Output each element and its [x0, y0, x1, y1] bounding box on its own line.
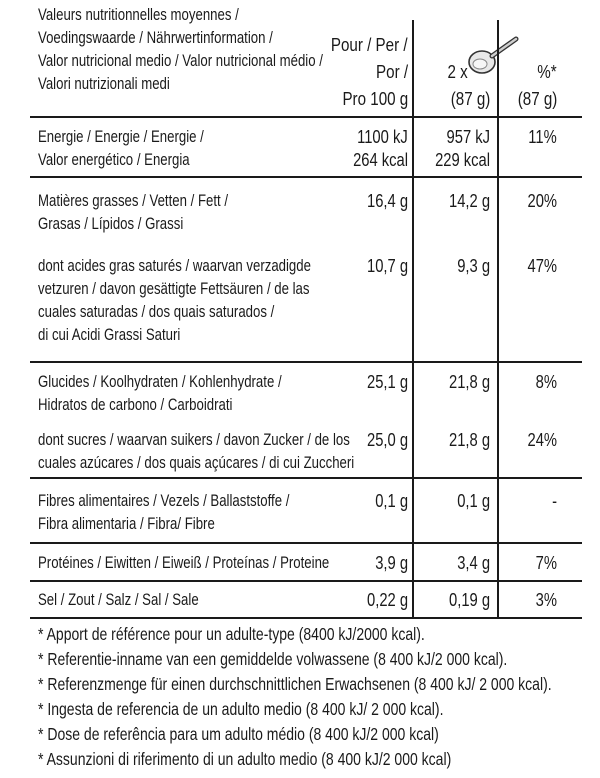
per100-value: 16,4 g — [366, 191, 408, 211]
row-divider — [30, 580, 582, 582]
header-line: Valori nutrizionali medi — [38, 75, 170, 93]
header-line: Valeurs nutritionnelles moyennes / — [38, 6, 239, 24]
row-label-line: di cui Acidi Grassi Saturi — [38, 326, 181, 344]
row-label: Protéines / Eiwitten / Eiweiß / Proteína… — [38, 552, 329, 575]
per100-header-line: Pour / Per / — [331, 34, 408, 55]
row-label-line: Hidratos de carbono / Carboidrati — [38, 396, 233, 414]
pct-value: 20% — [527, 191, 557, 211]
row-divider — [30, 361, 582, 363]
per100-value: 25,1 g — [366, 372, 408, 392]
pct-value: 47% — [527, 256, 557, 276]
row-label-line: dont acides gras saturés / waarvan verza… — [38, 257, 311, 275]
header-title: Valeurs nutritionnelles moyennes / Voedi… — [38, 4, 323, 96]
column-divider — [412, 20, 414, 617]
per100-header-line: Por / — [375, 61, 408, 82]
row-label-line: Sel / Zout / Salz / Sal / Sale — [38, 591, 199, 609]
row-divider — [30, 542, 582, 544]
row-label-line: Grasas / Lípidos / Grassi — [38, 215, 184, 233]
row-label-line: Protéines / Eiwitten / Eiweiß / Proteína… — [38, 554, 330, 572]
portion-value: 0,1 g — [457, 491, 490, 511]
row-label: dont acides gras saturés / waarvan verza… — [38, 255, 311, 347]
row-label-line: Valor energético / Energia — [38, 151, 190, 169]
per100-value: 3,9 g — [375, 553, 408, 573]
pct-value: 8% — [535, 372, 557, 392]
portion-value: 21,8 g — [448, 372, 490, 392]
row-label-line: cuales azúcares / dos quais açúcares / d… — [38, 454, 355, 472]
row-label-line: Fibres alimentaires / Vezels / Ballastst… — [38, 492, 290, 510]
per100-header-line: Pro 100 g — [342, 88, 408, 109]
row-divider — [30, 617, 582, 619]
pct-value: 24% — [527, 430, 557, 450]
portion-value: 0,19 g — [448, 590, 490, 610]
per100-value: 264 kcal — [353, 150, 408, 170]
portion-prefix: 2 x — [447, 61, 468, 82]
row-label-line: cuales saturadas / dos quais saturados / — [38, 303, 275, 321]
per100-value: 1100 kJ — [357, 127, 408, 147]
per100-value: 0,1 g — [375, 491, 408, 511]
per100-value: 0,22 g — [366, 590, 408, 610]
row-label: Energie / Energie / Energie / Valor ener… — [38, 126, 204, 172]
per100-value: 25,0 g — [366, 430, 408, 450]
footnote: * Dose de referência para um adulto médi… — [38, 724, 439, 744]
row-divider — [30, 477, 582, 479]
row-label: Matières grasses / Vetten / Fett / Grasa… — [38, 190, 228, 236]
row-label-line: Energie / Energie / Energie / — [38, 128, 204, 146]
row-divider — [30, 176, 582, 178]
portion-value: 9,3 g — [457, 256, 490, 276]
portion-value: 229 kcal — [435, 150, 490, 170]
pct-value: 3% — [535, 590, 557, 610]
header-line: Voedingswaarde / Nährwertinformation / — [38, 29, 273, 47]
column-divider — [497, 20, 499, 617]
pct-value: 7% — [535, 553, 557, 573]
portion-amount-header: (87 g) — [450, 88, 490, 109]
row-divider — [30, 116, 582, 118]
per100-value: 10,7 g — [366, 256, 408, 276]
footnote: * Referenzmenge für einen durchschnittli… — [38, 674, 552, 694]
pct-value: 11% — [528, 127, 557, 147]
row-label-line: Fibra alimentaria / Fibra/ Fibre — [38, 515, 215, 533]
pct-amount-header: (87 g) — [517, 88, 557, 109]
row-label-line: dont sucres / waarvan suikers / davon Zu… — [38, 431, 350, 449]
portion-value: 21,8 g — [448, 430, 490, 450]
portion-value: 14,2 g — [448, 191, 490, 211]
footnote: * Apport de référence pour un adulte-typ… — [38, 624, 425, 644]
pct-header: %* — [537, 61, 557, 82]
spoon-icon — [468, 36, 519, 74]
row-label-line: Glucides / Koolhydraten / Kohlenhydrate … — [38, 373, 282, 391]
row-label: Sel / Zout / Salz / Sal / Sale — [38, 589, 199, 612]
row-label-line: vetzuren / davon gesättigte Fettsäuren /… — [38, 280, 310, 298]
portion-value: 957 kJ — [446, 127, 490, 147]
portion-value: 3,4 g — [457, 553, 490, 573]
row-label: Fibres alimentaires / Vezels / Ballastst… — [38, 490, 289, 536]
footnote: * Referentie-inname van een gemiddelde v… — [38, 649, 508, 669]
row-label: Glucides / Koolhydraten / Kohlenhydrate … — [38, 371, 282, 417]
row-label: dont sucres / waarvan suikers / davon Zu… — [38, 429, 354, 475]
pct-value: - — [552, 491, 557, 511]
row-label-line: Matières grasses / Vetten / Fett / — [38, 192, 229, 210]
header-line: Valor nutricional medio / Valor nutricio… — [38, 52, 323, 70]
footnote: * Ingesta de referencia de un adulto med… — [38, 699, 444, 719]
footnote: * Assunzioni di riferimento di un adulto… — [38, 749, 452, 769]
